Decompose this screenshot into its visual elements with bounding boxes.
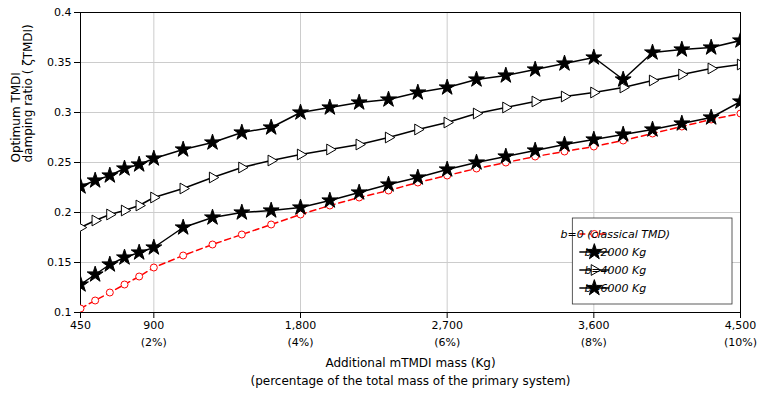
svg-text:b=4000 Kg: b=4000 Kg: [584, 264, 646, 277]
svg-text:(10%): (10%): [724, 336, 757, 349]
svg-text:0.4: 0.4: [54, 6, 72, 19]
svg-text:0.2: 0.2: [54, 206, 72, 219]
svg-text:900: 900: [143, 319, 164, 332]
svg-text:(8%): (8%): [581, 336, 607, 349]
svg-text:0.3: 0.3: [54, 106, 72, 119]
svg-text:0.15: 0.15: [47, 256, 72, 269]
svg-text:0.25: 0.25: [47, 156, 72, 169]
svg-text:0.35: 0.35: [47, 56, 72, 69]
svg-text:4,500: 4,500: [725, 319, 757, 332]
svg-text:3,600: 3,600: [578, 319, 610, 332]
svg-text:1,800: 1,800: [285, 319, 317, 332]
svg-text:b=6000 Kg: b=6000 Kg: [584, 282, 646, 295]
svg-text:2,700: 2,700: [431, 319, 463, 332]
svg-text:450: 450: [70, 319, 91, 332]
svg-text:b=2000 Kg: b=2000 Kg: [584, 246, 646, 259]
svg-text:(percentage of the total mass: (percentage of the total mass of the pri…: [250, 374, 570, 388]
svg-text:0.1: 0.1: [54, 306, 72, 319]
svg-text:Optimum TMDIdamping ratio ( ζT: Optimum TMDIdamping ratio ( ζTMDI): [9, 24, 35, 162]
svg-text:(2%): (2%): [141, 336, 167, 349]
svg-text:b=0 (classical TMD): b=0 (classical TMD): [560, 228, 670, 241]
svg-text:Additional mTMDI mass (Kg): Additional mTMDI mass (Kg): [325, 356, 495, 370]
svg-text:(4%): (4%): [287, 336, 313, 349]
svg-text:(6%): (6%): [434, 336, 460, 349]
